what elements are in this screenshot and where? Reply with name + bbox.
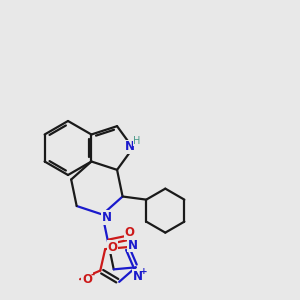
- Text: H: H: [133, 136, 141, 146]
- Text: N: N: [125, 140, 135, 154]
- Text: N: N: [101, 211, 111, 224]
- Text: O: O: [124, 226, 135, 239]
- Text: O: O: [82, 273, 92, 286]
- Text: N: N: [133, 270, 143, 283]
- Text: O: O: [107, 241, 117, 254]
- Text: -: -: [91, 269, 95, 279]
- Text: N: N: [128, 238, 138, 252]
- Text: +: +: [140, 267, 148, 276]
